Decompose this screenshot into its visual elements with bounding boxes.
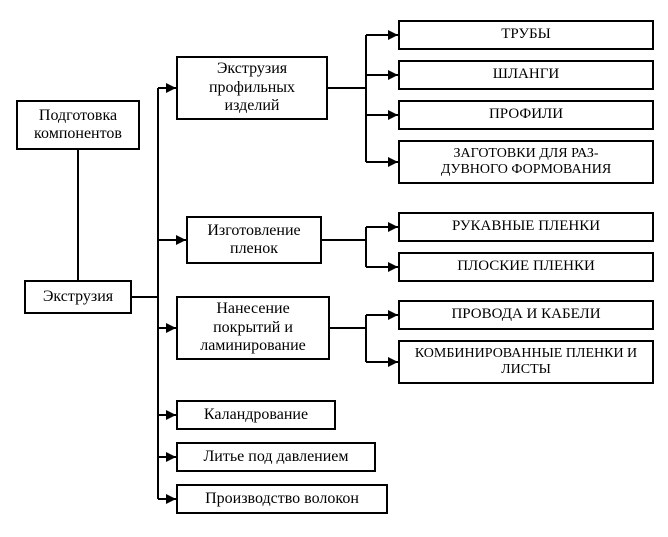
diagram-canvas: Подготовка компонентов Экструзия Экструзия…: [0, 0, 668, 537]
node-fibers-label: Производство волокон: [205, 490, 359, 508]
arrowhead-icon: [388, 357, 398, 367]
node-injection-label: Литье под давлением: [203, 448, 348, 466]
node-hoses-label: ШЛАНГИ: [493, 66, 559, 83]
node-films-label: Изготовление пленок: [194, 222, 314, 259]
node-flatfilms: ПЛОСКИЕ ПЛЕНКИ: [398, 252, 654, 282]
arrowhead-icon: [388, 157, 398, 167]
arrowhead-icon: [166, 83, 176, 93]
arrowhead-icon: [388, 310, 398, 320]
node-profiles: ПРОФИЛИ: [398, 100, 654, 130]
node-wires: ПРОВОДА И КАБЕЛИ: [398, 300, 654, 330]
arrowhead-icon: [166, 410, 176, 420]
node-prep-label: Подготовка компонентов: [24, 107, 132, 144]
node-coating-label: Нанесение покрытий и ламинирование: [184, 300, 322, 355]
node-tubefilms-label: РУКАВНЫЕ ПЛЕНКИ: [452, 218, 600, 235]
node-injection: Литье под давлением: [176, 442, 376, 472]
arrowhead-icon: [166, 323, 176, 333]
node-coating: Нанесение покрытий и ламинирование: [176, 296, 330, 360]
node-flatfilms-label: ПЛОСКИЕ ПЛЕНКИ: [457, 258, 595, 275]
node-pipes: ТРУБЫ: [398, 20, 654, 50]
node-profile-label: Экструзия профильных изделий: [184, 60, 320, 115]
node-prep: Подготовка компонентов: [16, 100, 140, 150]
node-tubefilms: РУКАВНЫЕ ПЛЕНКИ: [398, 212, 654, 242]
arrowhead-icon: [166, 452, 176, 462]
node-pipes-label: ТРУБЫ: [501, 26, 550, 43]
node-fibers: Производство волокон: [176, 484, 388, 514]
arrowhead-icon: [388, 30, 398, 40]
arrowhead-icon: [388, 222, 398, 232]
node-hoses: ШЛАНГИ: [398, 60, 654, 90]
node-profile: Экструзия профильных изделий: [176, 56, 328, 120]
arrowhead-icon: [388, 110, 398, 120]
arrowhead-icon: [388, 262, 398, 272]
arrowhead-icon: [388, 70, 398, 80]
arrowhead-icon: [176, 235, 186, 245]
node-calender: Каландрование: [176, 400, 336, 430]
node-extrusion-label: Экструзия: [43, 288, 113, 306]
arrowhead-icon: [166, 494, 176, 504]
node-calender-label: Каландрование: [204, 406, 308, 424]
node-wires-label: ПРОВОДА И КАБЕЛИ: [451, 306, 600, 323]
node-blanks-label: ЗАГОТОВКИ ДЛЯ РАЗ-ДУВНОГО ФОРМОВАНИЯ: [441, 146, 611, 178]
node-films: Изготовление пленок: [186, 216, 322, 264]
node-blanks: ЗАГОТОВКИ ДЛЯ РАЗ-ДУВНОГО ФОРМОВАНИЯ: [398, 140, 654, 184]
node-profiles-label: ПРОФИЛИ: [489, 106, 563, 123]
node-extrusion: Экструзия: [24, 280, 132, 314]
node-composite: КОМБИНИРОВАННЫЕ ПЛЕНКИ И ЛИСТЫ: [398, 340, 654, 384]
node-composite-label: КОМБИНИРОВАННЫЕ ПЛЕНКИ И ЛИСТЫ: [406, 346, 646, 378]
